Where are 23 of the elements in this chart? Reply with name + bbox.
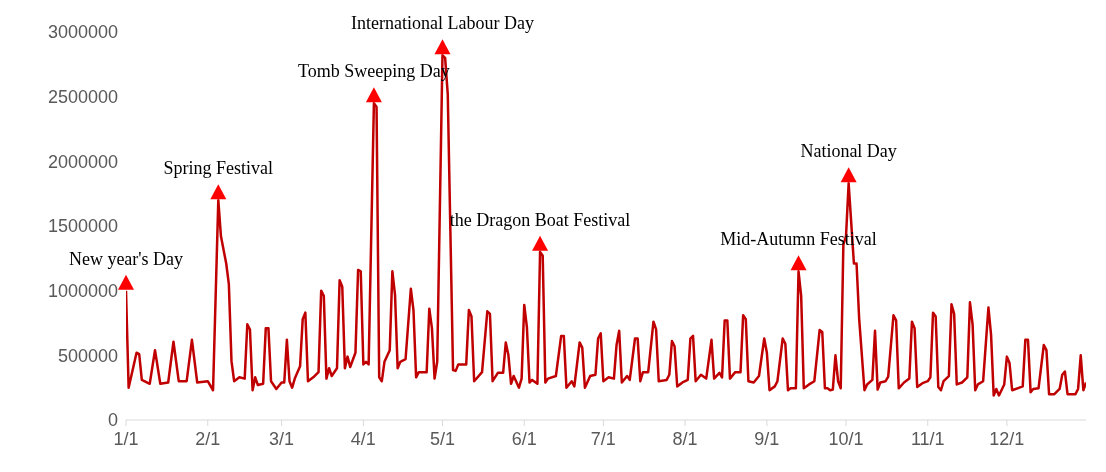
annotation: New year's Day [68, 248, 184, 269]
y-tick-label: 1000000 [47, 281, 118, 302]
x-tick-label: 9/1 [754, 428, 780, 449]
annotation: Spring Festival [163, 158, 274, 179]
x-tick-label: 12/1 [989, 428, 1025, 449]
y-tick-label: 0 [107, 410, 118, 431]
x-tick-label: 8/1 [672, 428, 698, 449]
x-tick-label: 6/1 [511, 428, 537, 449]
y-tick-label: 2500000 [47, 87, 118, 108]
x-tick-label: 1/1 [113, 428, 139, 449]
annotation: National Day [800, 141, 897, 162]
annotation: International Labour Day [351, 13, 534, 34]
x-tick-label: 10/1 [828, 428, 864, 449]
y-tick-label: 1500000 [47, 216, 118, 237]
x-tick-label: 4/1 [350, 428, 376, 449]
x-tick-label: 3/1 [269, 428, 295, 449]
y-tick-label: 3000000 [47, 22, 118, 43]
x-tick-label: 7/1 [590, 428, 616, 449]
x-tick-label: 11/1 [910, 428, 945, 449]
y-tick-label: 2000000 [47, 151, 118, 172]
x-tick-label: 2/1 [195, 428, 221, 449]
x-tick-label: 5/1 [429, 428, 455, 449]
y-tick-label: 500000 [57, 345, 118, 366]
